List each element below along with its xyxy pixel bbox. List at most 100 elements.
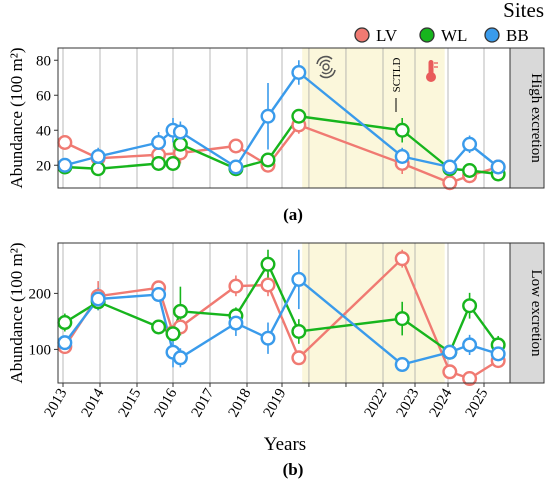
- panel-b-y-axis: 100 200: [29, 286, 58, 358]
- panel-a-strip: [509, 47, 545, 189]
- panel-a-point-bb-7: [291, 64, 307, 80]
- panel-a-point-bb-4: [172, 124, 188, 140]
- panel-a-shade-0: [302, 48, 445, 188]
- panel-a-point-bb-1: [90, 148, 106, 164]
- thermometer-icon-bulb: [426, 72, 436, 82]
- x-axis-label: Years: [264, 434, 306, 455]
- x-axis: 2013 2014 2015 2016 2017 2018 2019 2022 2023 2024…: [42, 383, 492, 420]
- panel-a-point-wl-3: [165, 155, 181, 171]
- panel-a-point-wl-7: [291, 108, 307, 124]
- panel-a-point-lv-8: [442, 175, 458, 191]
- panel-b-point-wl-10: [462, 298, 478, 314]
- panel-a-point-wl-6: [260, 152, 276, 168]
- panel-b-point-lv-9: [442, 364, 458, 380]
- panel-b-point-bb-9: [442, 344, 458, 360]
- x-tick-label-10: 2025: [463, 386, 492, 420]
- panel-b-point-lv-6: [260, 277, 276, 293]
- panel-a-y-tick-label-1: 40: [36, 123, 51, 139]
- x-tick-label-3: 2016: [152, 386, 181, 420]
- panel-b-point-bb-2: [151, 287, 167, 303]
- panel-b-point-bb-10: [462, 337, 478, 353]
- legend-swatch-lv: [354, 27, 370, 43]
- panel-b-point-bb-5: [228, 315, 244, 331]
- panel-a-y-tick-label-0: 20: [36, 158, 51, 174]
- panel-a-point-bb-0: [57, 157, 73, 173]
- panel-b-point-wl-6: [260, 256, 276, 272]
- panel-b-point-lv-8: [394, 251, 410, 267]
- panel-b-point-bb-8: [394, 357, 410, 373]
- legend-label-bb: BB: [506, 26, 529, 45]
- panel-b-shaded-period: [302, 243, 445, 383]
- legend-label-lv: LV: [376, 26, 398, 45]
- panel-a-point-bb-11: [490, 159, 506, 175]
- panel-b-y-tick-label-1: 200: [29, 286, 52, 302]
- panel-b-y-tick-label-0: 100: [29, 342, 52, 358]
- panel-b-point-wl-8: [394, 311, 410, 327]
- panel-a-strip-label: High excretion: [528, 73, 544, 163]
- panel-b-point-bb-4: [172, 350, 188, 366]
- legend-title: Sites: [503, 0, 544, 22]
- panel-b-tag: (b): [283, 460, 304, 479]
- x-tick-label-1: 2014: [79, 386, 108, 420]
- panel-b-point-bb-0: [57, 335, 73, 351]
- panel-a-point-wl-2: [151, 155, 167, 171]
- panel-b-y-axis-label: Abundance (100 m²): [7, 242, 26, 383]
- panel-a-point-wl-8: [394, 122, 410, 138]
- legend-item-lv: LV: [354, 26, 398, 45]
- legend-swatch-wl: [419, 27, 435, 43]
- legend-swatch-bb: [484, 27, 500, 43]
- x-tick-label-2: 2015: [116, 386, 145, 420]
- panel-high-excretion: 20 40 60 80 High excretion Abundance (100 m…: [7, 47, 545, 224]
- x-tick-label-4: 2017: [189, 386, 218, 420]
- panel-a-point-bb-5: [228, 159, 244, 175]
- panel-a-point-bb-2: [151, 134, 167, 150]
- panel-a-y-tick-label-2: 60: [36, 88, 51, 104]
- hurricane-icon-arm-2: [319, 59, 333, 75]
- panel-b-line-wl: [64, 263, 500, 354]
- panel-b-point-lv-10: [462, 371, 478, 387]
- panel-a-point-bb-6: [260, 108, 276, 124]
- panel-b-point-bb-6: [260, 330, 276, 346]
- panel-a-point-bb-10: [462, 136, 478, 152]
- panel-b-point-bb-7: [291, 271, 307, 287]
- panel-a-y-tick-label-3: 80: [36, 53, 51, 69]
- hurricane-icon-arm-1: [316, 55, 336, 79]
- thermometer-icon-stem: [428, 60, 434, 76]
- panel-b-point-wl-7: [291, 323, 307, 339]
- hurricane-icon: [316, 55, 336, 79]
- hurricane-icon-eye: [322, 63, 330, 71]
- legend-label-wl: WL: [441, 26, 467, 45]
- x-tick-label-9: 2024: [427, 386, 456, 420]
- panel-a-point-bb-9: [442, 159, 458, 175]
- panel-a-y-axis: 20 40 60 80: [36, 53, 58, 174]
- legend: Sites LV WL BB: [354, 0, 544, 45]
- panel-b-point-wl-4: [172, 303, 188, 319]
- panel-a-tag: (a): [283, 205, 303, 224]
- x-tick-label-8: 2023: [394, 386, 423, 420]
- panel-a-point-lv-4: [228, 138, 244, 154]
- panel-a-point-wl-4: [172, 136, 188, 152]
- panel-a-shaded-period: [302, 48, 445, 188]
- panel-b-strip: [509, 242, 545, 384]
- x-tick-label-0: 2013: [42, 386, 71, 420]
- x-tick-label-7: 2022: [362, 386, 391, 420]
- panel-b-point-lv-5: [228, 278, 244, 294]
- panel-b-point-lv-7: [291, 350, 307, 366]
- panel-b-shade-0: [302, 243, 445, 383]
- panel-b-point-wl-3: [165, 326, 181, 342]
- legend-item-wl: WL: [419, 26, 467, 45]
- panel-a-point-wl-10: [462, 162, 478, 178]
- panel-b-point-bb-1: [90, 291, 106, 307]
- panel-b-point-wl-2: [151, 319, 167, 335]
- panel-a-point-wl-1: [90, 161, 106, 177]
- legend-item-bb: BB: [484, 26, 529, 45]
- thermometer-icon: [426, 60, 438, 82]
- panel-a-point-lv-0: [57, 134, 73, 150]
- panel-a-y-axis-label: Abundance (100 m²): [7, 47, 26, 188]
- panel-b-point-wl-0: [57, 315, 73, 331]
- panel-b-series: [57, 249, 506, 387]
- panel-b-point-bb-11: [490, 346, 506, 362]
- x-tick-label-5: 2018: [226, 386, 255, 420]
